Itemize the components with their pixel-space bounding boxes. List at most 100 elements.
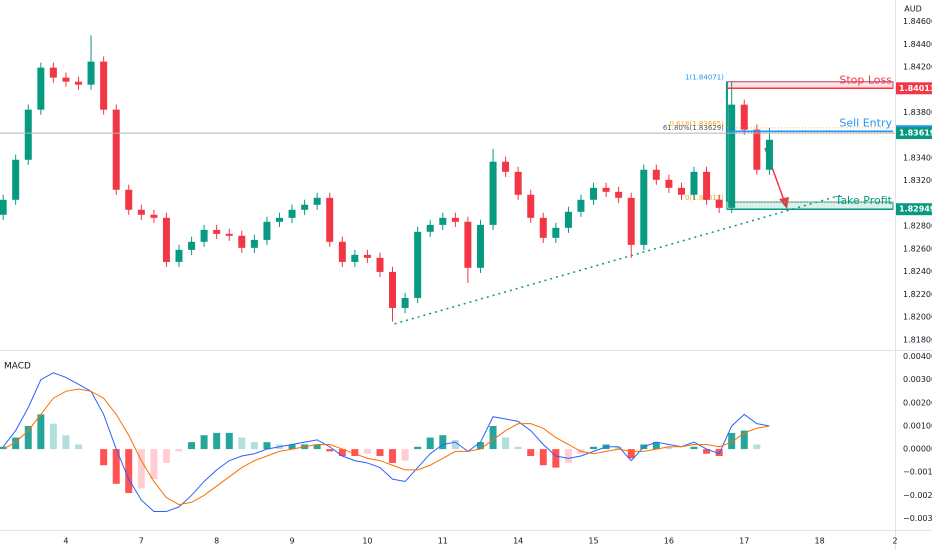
candle-body: [564, 211, 572, 228]
macd-histogram-bar: [150, 449, 158, 480]
macd-histogram-bar: [75, 444, 83, 450]
macd-histogram-bar: [112, 449, 120, 484]
macd-histogram-bar: [703, 449, 711, 454]
candle-body: [0, 199, 7, 215]
macd-histogram-bar: [263, 442, 271, 450]
macd-histogram-bar: [753, 444, 761, 450]
macd-histogram-bar: [313, 444, 321, 450]
macd-histogram-bar: [527, 449, 535, 457]
macd-histogram-bar: [137, 449, 145, 489]
macd-histogram-bar: [351, 449, 359, 457]
macd-histogram-bar: [37, 414, 45, 450]
level-text: Sell Entry: [839, 116, 892, 129]
macd-histogram-bar: [426, 437, 434, 450]
candle-body: [414, 231, 422, 298]
candle-body: [451, 217, 459, 222]
candle-body: [351, 254, 359, 262]
macd-histogram-bar: [12, 437, 20, 450]
macd-histogram-bar: [250, 442, 258, 450]
trendline: [394, 194, 841, 325]
macd-histogram-bar: [502, 437, 510, 450]
x-tick-label: 9: [290, 537, 295, 546]
candle-body: [137, 209, 145, 215]
candle-body: [439, 217, 447, 225]
x-tick-label: 10: [362, 537, 372, 546]
macd-histogram-bar: [389, 449, 397, 463]
macd-histogram-bar: [100, 449, 108, 466]
y-tick-label: 0.00400: [903, 352, 932, 361]
macd-histogram-bar: [288, 444, 296, 450]
candle-body: [150, 214, 158, 218]
candle-body: [677, 187, 685, 195]
candle-body: [12, 159, 20, 200]
candle-body: [464, 221, 472, 268]
candle-body: [552, 227, 560, 238]
x-tick-label: 7: [139, 537, 144, 546]
y-tick-label: 1.84600: [903, 17, 932, 26]
candle-body: [288, 209, 296, 218]
x-tick-label: 18: [815, 537, 825, 546]
candle-body: [238, 235, 246, 248]
y-tick-label: 1.84200: [903, 63, 932, 72]
macd-line: [2, 372, 770, 513]
x-tick-label: 15: [588, 537, 598, 546]
candle-body: [389, 271, 397, 308]
candle-body: [188, 241, 196, 250]
macd-histogram-bar: [326, 449, 334, 452]
candle-body: [37, 67, 45, 110]
y-tick-label: 1.83200: [903, 176, 932, 185]
macd-histogram-bar: [514, 446, 522, 450]
candle-body: [476, 224, 484, 268]
candle-body: [489, 161, 497, 225]
x-tick-label: 17: [739, 537, 749, 546]
macd-histogram-bar: [188, 442, 196, 450]
fib-label: 61.80%(1.83629): [663, 124, 724, 132]
macd-histogram-bar: [627, 449, 635, 459]
macd-histogram-bar: [49, 423, 57, 450]
candle-body: [62, 77, 70, 82]
candle-body: [87, 61, 95, 85]
x-tick-label: 8: [214, 537, 219, 546]
candle-body: [200, 229, 208, 242]
macd-histogram-bar: [690, 446, 698, 450]
candle-body: [652, 169, 660, 180]
candle-body: [615, 191, 623, 198]
candle-body: [765, 139, 773, 170]
candle-body: [275, 217, 283, 222]
macd-histogram-bar: [162, 449, 170, 463]
candle-body: [162, 217, 170, 262]
macd-histogram-bar: [0, 446, 7, 450]
candle-body: [313, 197, 321, 205]
macd-histogram-bar: [213, 432, 221, 450]
macd-histogram-bar: [615, 446, 623, 450]
x-tick-label: 16: [664, 537, 674, 546]
y-tick-label: 1.82600: [903, 244, 932, 253]
macd-histogram-bar: [338, 449, 346, 457]
macd-histogram-bar: [225, 432, 233, 450]
candle-body: [602, 187, 610, 192]
candle-body: [627, 197, 635, 245]
level-text: Stop Loss: [839, 73, 892, 86]
candle-body: [690, 171, 698, 195]
candle-body: [590, 187, 598, 200]
price-badge: [896, 82, 932, 95]
y-tick-label: 1.82800: [903, 222, 932, 231]
macd-histogram-bar: [376, 449, 384, 457]
candle-body: [426, 224, 434, 232]
x-tick-label: 14: [513, 537, 523, 546]
macd-line: [2, 388, 770, 506]
candle-body: [301, 204, 309, 210]
candle-body: [728, 104, 736, 208]
macd-histogram-bar: [200, 435, 208, 450]
price-badge-label: 1.82949: [899, 205, 932, 214]
candle-body: [125, 189, 133, 210]
candle-body: [112, 109, 120, 190]
candle-body: [326, 197, 334, 242]
macd-histogram-bar: [125, 449, 133, 494]
macd-histogram-bar: [414, 446, 422, 450]
candle-body: [401, 297, 409, 308]
